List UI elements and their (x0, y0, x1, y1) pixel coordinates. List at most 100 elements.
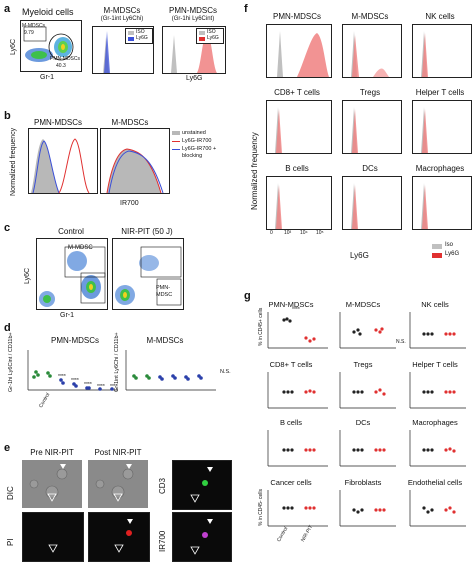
f-hist-0-svg (273, 31, 329, 77)
legend-swatch-ly6g (199, 37, 205, 41)
f-hist-0 (266, 24, 332, 78)
legend-swatch-blocking (172, 149, 180, 150)
legend-swatch-iso (128, 31, 134, 35)
g-title-6: B cells (279, 418, 303, 427)
e-ir700 (172, 512, 232, 562)
g-plot-0 (267, 312, 328, 349)
e-right1: CD3 (158, 477, 167, 494)
e-col1: Pre NIR-PIT (30, 448, 74, 457)
d-xticks1: Control (28, 392, 120, 420)
legend-iso-label: ISO (136, 29, 145, 35)
a-hist1-sub: (Gr-1int Ly6Chi) (100, 16, 144, 22)
c-gate-m: M-MDSC (68, 245, 93, 251)
d-ns: N.S. (220, 369, 231, 375)
a-gate1-value: 9.79 (24, 30, 34, 36)
f-tick-0: 0 (270, 230, 273, 236)
g-plot-5 (409, 372, 466, 409)
panel-letter-g: g (244, 290, 251, 302)
e-ir700-svg (190, 519, 213, 555)
g-title-3: CD8+ T cells (269, 360, 313, 369)
g-title-11: Endothelial cells (407, 478, 463, 487)
b-ylabel: Normalized frequency (10, 127, 17, 196)
d-plot2 (125, 350, 216, 391)
a-xlabel: Gr-1 (40, 74, 54, 81)
g-plot-6 (267, 430, 328, 467)
g-plot-11 (409, 490, 466, 527)
f-title-6: B cells (285, 164, 309, 173)
a-hist1-title: M-MDSCs (103, 6, 141, 15)
f-xticks: 0 10³ 10⁴ 10⁵ (266, 230, 330, 238)
e-pi-pre-svg (48, 544, 58, 553)
f-ylabel: Normalized frequency (250, 132, 259, 210)
d-ylabel: Gr-1hi Ly6Cint / CD11b+ (8, 332, 14, 392)
g-xticks-0: Control NIR-PIT (268, 524, 328, 552)
legend-ly6g-label: Ly6G (445, 251, 460, 257)
g-plot-2 (409, 312, 466, 349)
f-hist-4 (342, 100, 402, 154)
a-dotplot-svg (23, 26, 74, 62)
a-legend1: ISO Ly6G (125, 28, 153, 44)
a-gate2-label: PMN-MDSCs (50, 56, 80, 62)
c-gate-pmn1: PMN- (156, 285, 171, 291)
e-pi-pre (22, 512, 84, 562)
f-hist-1 (342, 24, 402, 78)
e-dic-pre (22, 460, 82, 508)
g-plot-1 (339, 312, 396, 349)
f-legend: Iso Ly6G (432, 242, 472, 262)
legend-swatch-ly6g (432, 253, 442, 258)
legend-swatch-ly6g-ir700 (172, 141, 180, 142)
d-sig-4: **** (84, 382, 92, 388)
b-legend: unstained Ly6G-IR700 Ly6G-IR700 + blocki… (172, 130, 232, 170)
f-title-2: NK cells (425, 12, 455, 21)
panel-letter-b: b (4, 110, 11, 122)
legend-iso-label: Iso (445, 242, 454, 248)
f-hist-2-svg (417, 31, 428, 77)
f-tick-4: 10⁴ (300, 230, 308, 236)
f-title-0: PMN-MDSCs (273, 12, 321, 21)
f-xlabel: Ly6G (350, 251, 369, 260)
a-hist1-svg (95, 31, 153, 73)
legend-swatch-iso (199, 31, 205, 35)
d-ylabel2: Gr-1int Ly6Chi / CD11b+ (114, 332, 120, 392)
e-pi-post-svg (114, 519, 133, 553)
d-title1: PMN-MDSCs (51, 336, 99, 345)
g-ns-1: N.S. (396, 339, 406, 345)
g-ylabel: % in CD45+ cells (258, 307, 264, 346)
g-plot-4 (339, 372, 396, 409)
g-xtick-nirpit: NIR-PIT (300, 524, 315, 543)
f-tick-3: 10³ (284, 230, 292, 236)
g-title-1: M-MDSCs (345, 300, 381, 309)
a-legend2: ISO Ly6G (196, 28, 224, 44)
e-row2: PI (6, 538, 15, 546)
f-hist-8 (412, 176, 472, 230)
a-hist-xlabel: Ly6G (186, 75, 203, 82)
a-dotplot (20, 20, 82, 72)
legend-iso-label: ISO (207, 29, 216, 35)
b-hist2-svg (106, 148, 164, 194)
legend-swatch-unstained (172, 131, 180, 135)
c-ylabel: Ly6C (24, 267, 31, 284)
a-title: Myeloid cells (22, 7, 74, 17)
panel-letter-e: e (4, 442, 11, 454)
f-hist-2 (412, 24, 472, 78)
f-hist-8-svg (417, 183, 428, 229)
f-title-4: Tregs (359, 88, 381, 97)
g-title-9: Cancer cells (270, 478, 312, 487)
e-right2: IR700 (158, 530, 167, 552)
e-col2: Post NIR-PIT (94, 448, 142, 457)
f-hist-7 (342, 176, 402, 230)
g-plot-7 (339, 430, 396, 467)
b-xlabel: IR700 (120, 200, 139, 207)
e-cd3 (172, 460, 232, 510)
a-hist2-svg (165, 31, 217, 73)
c-gate-pmn2: MDSC (156, 292, 173, 298)
legend-blocking-label: Ly6G-IR700 + blocking (182, 146, 217, 159)
f-title-7: DCs (362, 164, 378, 173)
d-plot1 (27, 350, 118, 391)
f-hist-7-svg (347, 183, 358, 229)
b-title2: M-MDSCs (111, 118, 149, 127)
e-cd3-svg (190, 467, 213, 503)
panel-letter-d: d (4, 322, 11, 334)
a-ylabel: Ly6C (10, 38, 17, 55)
c-dotplot1 (36, 238, 108, 310)
